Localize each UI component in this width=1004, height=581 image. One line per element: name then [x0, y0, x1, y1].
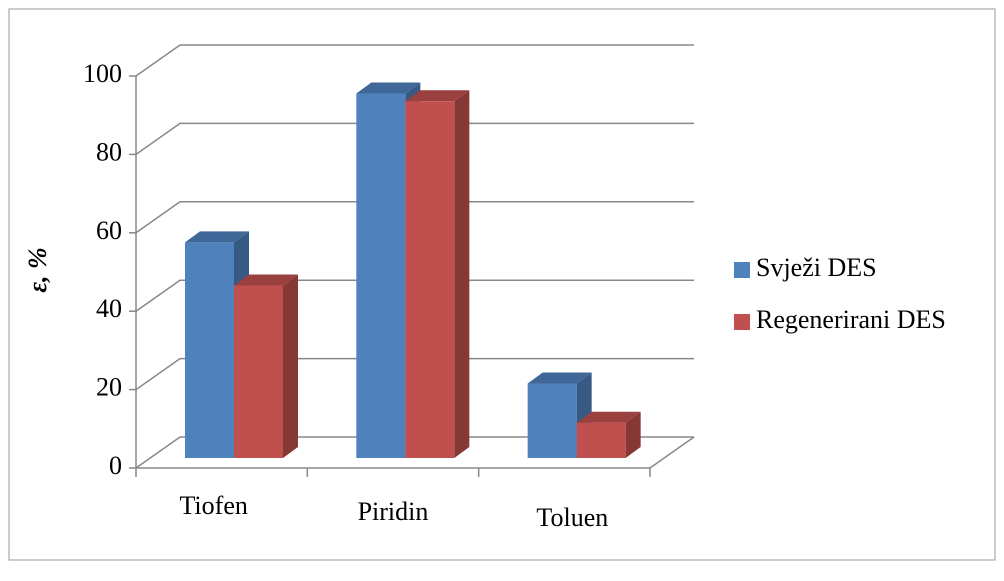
y-tick-label: 0 [109, 451, 122, 480]
bar-top [405, 90, 470, 102]
bar [356, 93, 406, 458]
grid-line [135, 44, 694, 77]
bar [234, 285, 283, 458]
x-tick-label: Tiofen [179, 491, 247, 520]
bar-side [625, 411, 641, 458]
bar [185, 242, 234, 458]
x-tick-label: Toluen [536, 503, 608, 532]
bar-top [356, 82, 421, 94]
bar-top [234, 274, 298, 286]
grid-line [135, 201, 694, 234]
legend-label: Regenerirani DES [756, 305, 946, 334]
y-tick-label: 100 [83, 59, 122, 88]
legend-swatch [734, 262, 750, 278]
y-tick-label: 20 [96, 373, 122, 402]
legend-label: Svježi DES [756, 253, 877, 282]
chart-border [8, 8, 996, 561]
y-tick-label: 60 [96, 216, 122, 245]
grid-line [135, 279, 694, 312]
legend-swatch [734, 314, 750, 330]
grid-line [135, 436, 694, 469]
grid-line [135, 357, 694, 391]
y-tick-label: 40 [96, 294, 122, 323]
bar-top [576, 411, 641, 423]
grid-line [135, 122, 694, 156]
bar [405, 101, 455, 458]
bar-top [185, 231, 249, 243]
bar [527, 383, 577, 458]
bar-side [283, 274, 298, 458]
y-tick-label: 80 [96, 137, 122, 166]
bar [576, 422, 626, 458]
x-tick-label: Piridin [358, 497, 429, 526]
y-axis-label: ε, % [23, 247, 52, 292]
bar-top [527, 372, 592, 384]
bar-side [454, 90, 470, 458]
